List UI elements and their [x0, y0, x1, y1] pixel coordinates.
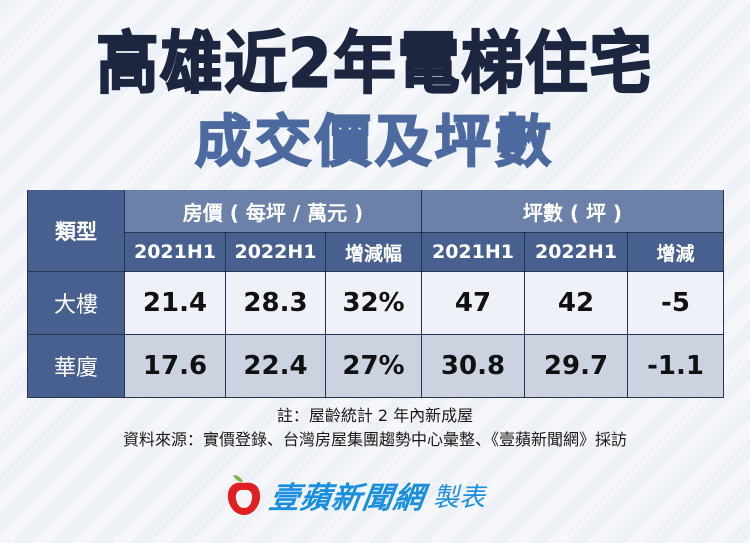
table-cell: 30.8 — [421, 334, 525, 398]
brand-suffix: 製表 — [433, 482, 486, 513]
header-price-2022: 2022H1 — [225, 232, 326, 272]
header-row-columns: 2021H1 2022H1 增減幅 2021H1 2022H1 增減 — [28, 232, 724, 272]
header-price-2021: 2021H1 — [124, 232, 226, 272]
header-group-price: 房價 ( 每坪 / 萬元 ) — [124, 190, 422, 233]
header-area-2022: 2022H1 — [524, 232, 628, 272]
data-table: 類型 房價 ( 每坪 / 萬元 ) 坪數 ( 坪 ) 2021H1 2022H1… — [27, 190, 724, 398]
table-cell: 28.3 — [225, 271, 326, 335]
table-cell: 27% — [325, 334, 422, 398]
apple-logo-icon — [226, 474, 262, 516]
brand-logo: 壹蘋新聞網 製表 — [226, 470, 485, 520]
table-row: 華廈 17.6 22.4 27% 30.8 29.7 -1.1 — [27, 334, 724, 398]
header-group-area: 坪數 ( 坪 ) — [421, 190, 724, 233]
table-cell: -1.1 — [627, 334, 724, 398]
table-cell: 29.7 — [524, 334, 628, 398]
header-price-change: 增減幅 — [325, 232, 422, 272]
note-text: 註：屋齡統計 2 年內新成屋 — [276, 406, 474, 425]
table-cell: 21.4 — [124, 271, 226, 335]
header-row-groups: 類型 房價 ( 每坪 / 萬元 ) 坪數 ( 坪 ) — [27, 190, 724, 272]
table-cell: 47 — [421, 271, 525, 335]
row-type-label: 大樓 — [27, 271, 125, 335]
table-cell: -5 — [627, 271, 724, 335]
row-type-label: 華廈 — [27, 334, 125, 398]
table-cell: 32% — [325, 271, 422, 335]
footnotes: 註：屋齡統計 2 年內新成屋 資料來源：實價登錄、台灣房屋集團趨勢中心彙整、《壹… — [0, 404, 750, 452]
table-row: 大樓 21.4 28.3 32% 47 42 -5 — [27, 271, 724, 335]
table-cell: 42 — [524, 271, 628, 335]
header-area-2021: 2021H1 — [421, 232, 525, 272]
main-title: 高雄近2年電梯住宅 — [95, 23, 654, 104]
header-area-change: 增減 — [627, 232, 724, 272]
source-text: 資料來源：實價登錄、台灣房屋集團趨勢中心彙整、《壹蘋新聞網》採訪 — [122, 430, 627, 449]
header-type: 類型 — [27, 190, 125, 272]
brand-name: 壹蘋新聞網 — [267, 481, 427, 516]
table-cell: 22.4 — [225, 334, 326, 398]
sub-title: 成交價及坪數 — [194, 109, 555, 176]
table-cell: 17.6 — [124, 334, 226, 398]
